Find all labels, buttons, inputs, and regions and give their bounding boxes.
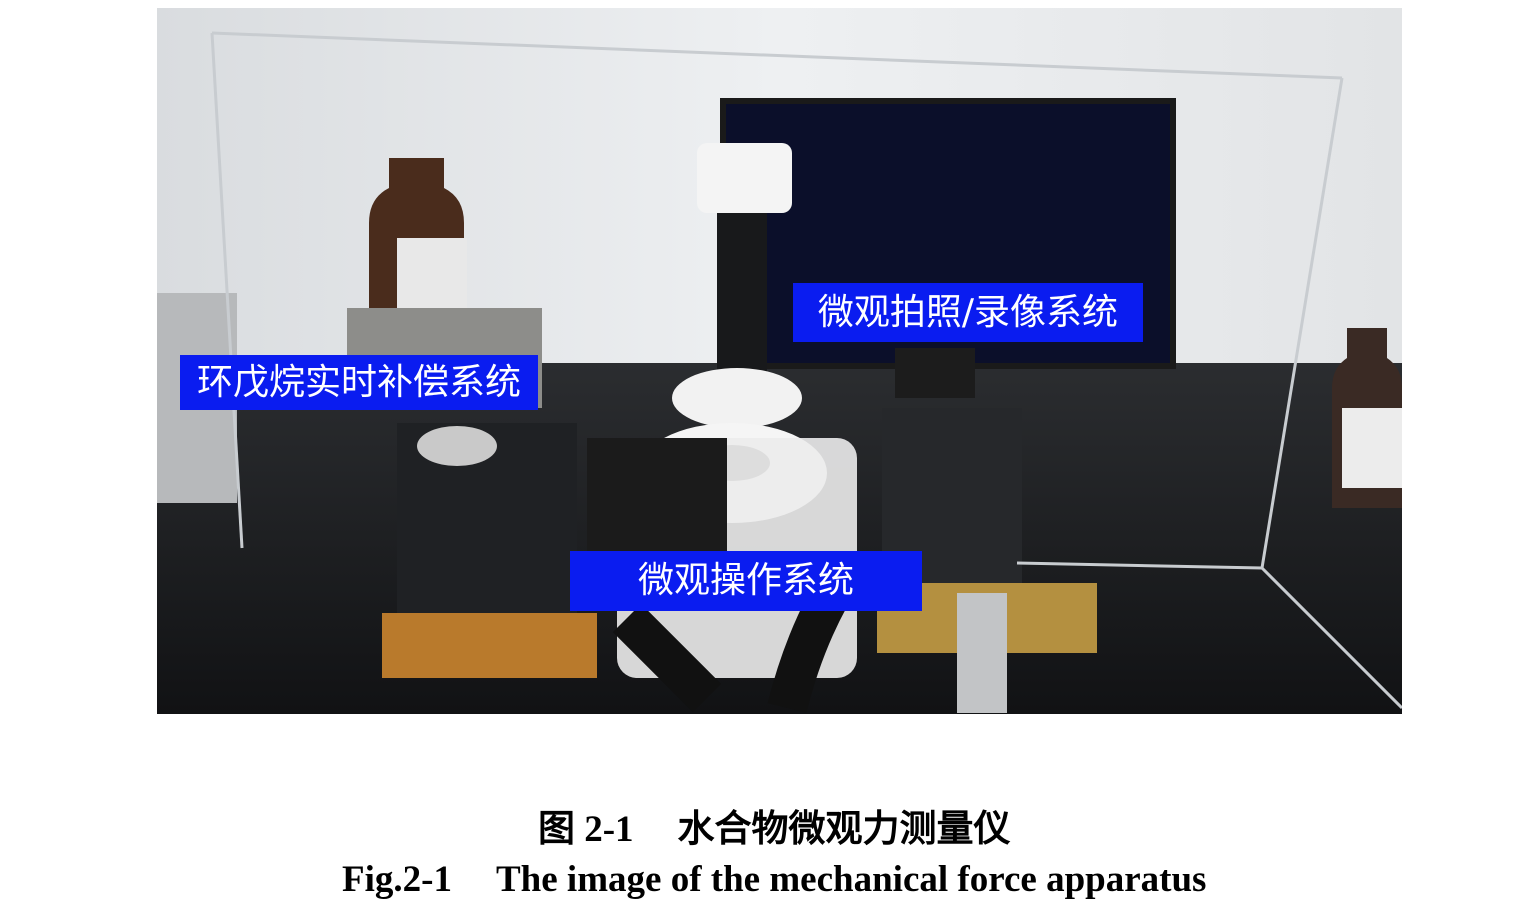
caption-zh: 图 2-1 水合物微观力测量仪 — [0, 755, 1530, 852]
figure-number: Fig.2-1 — [342, 859, 452, 900]
caption-en: Fig.2-1 The image of the mechanical force… — [0, 815, 1530, 901]
annotation-label: 环戊烷实时补偿系统 — [180, 355, 538, 410]
photo — [157, 8, 1402, 714]
figure-title: The image of the mechanical force appara… — [496, 859, 1207, 900]
figure-title: 水合物微观力测量仪 — [677, 809, 1011, 850]
annotation-label: 微观操作系统 — [570, 551, 922, 611]
annotation-label: 微观拍照/录像系统 — [793, 283, 1143, 342]
figure-number: 图 2-1 — [537, 809, 634, 850]
